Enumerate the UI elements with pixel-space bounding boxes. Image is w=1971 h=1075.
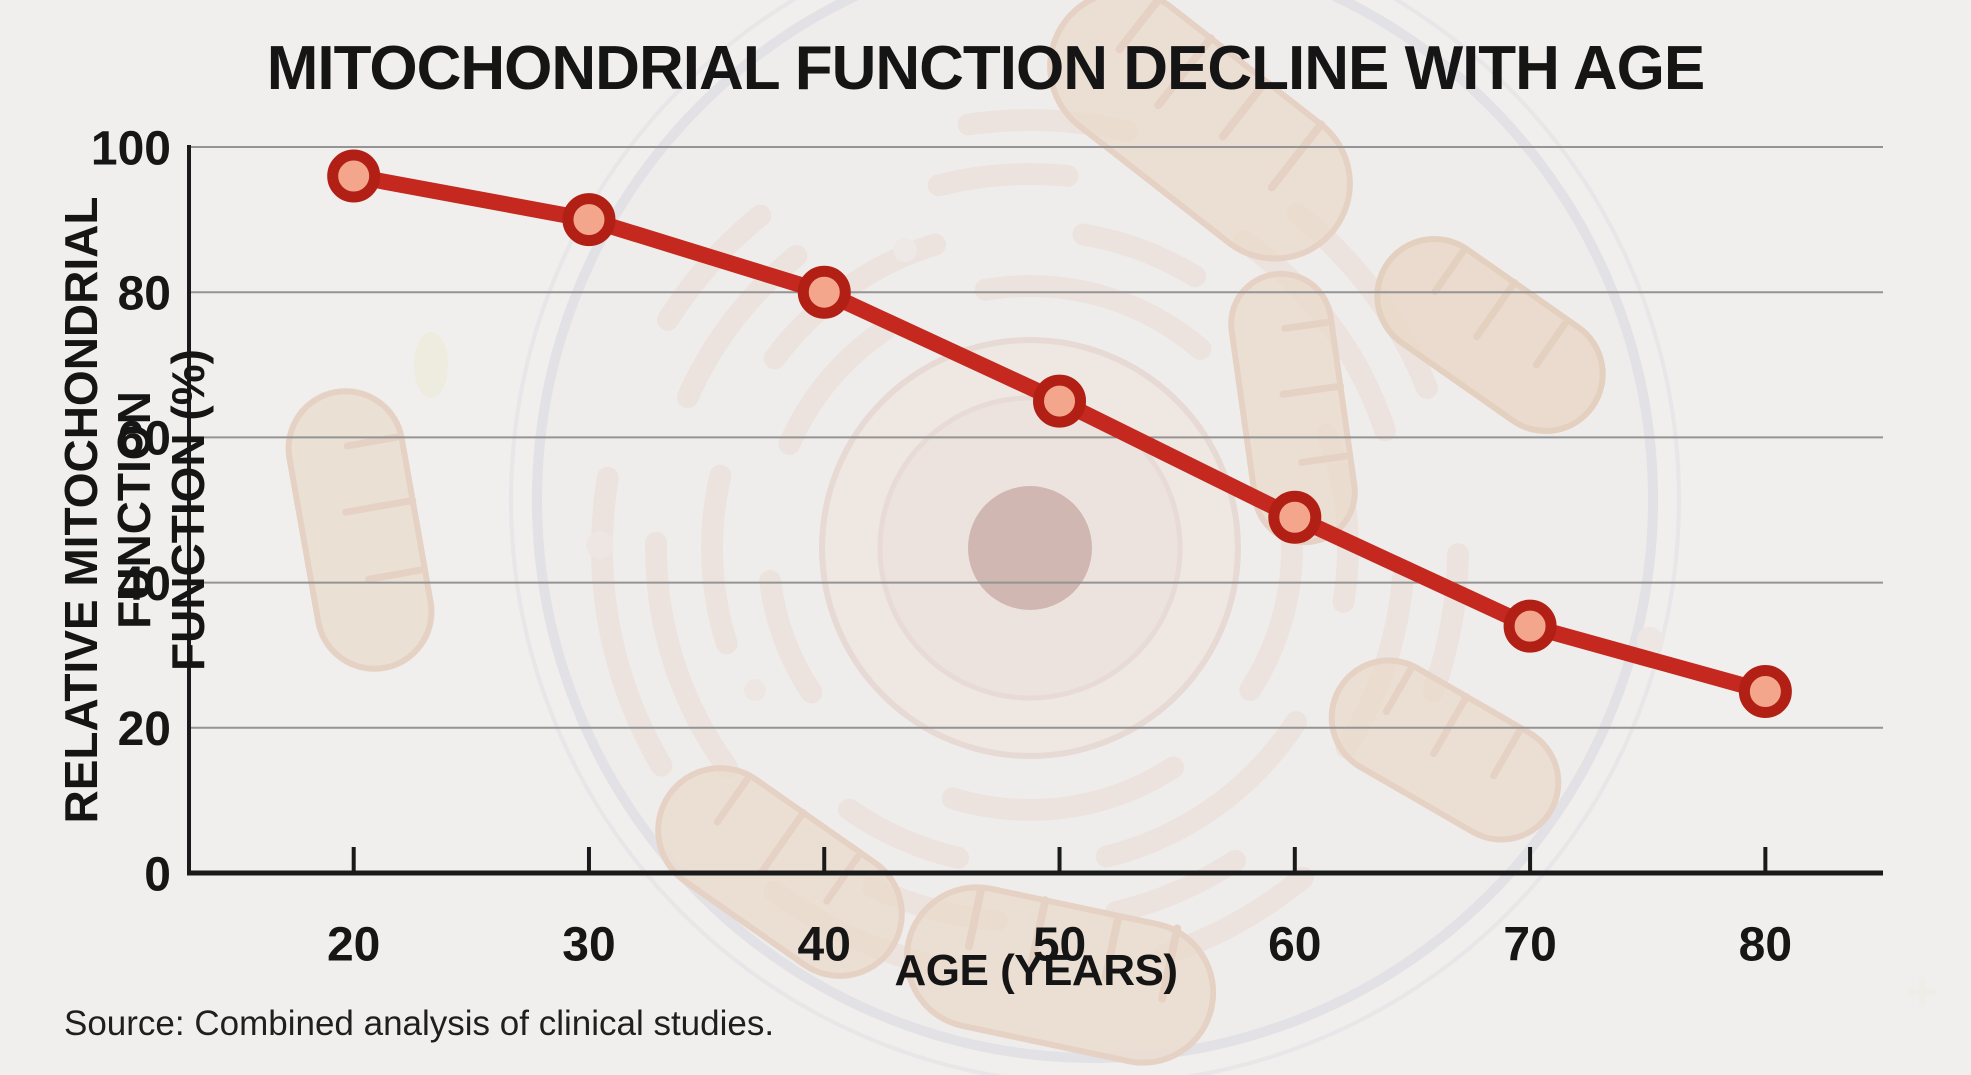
y-tick-label: 40 <box>118 558 171 611</box>
y-axis-title-line2: FUNCTION (%) <box>161 349 214 671</box>
mitochondria-icons <box>285 0 1606 1066</box>
cell-cytoplasm <box>537 0 1653 1058</box>
nucleus-inner-ring <box>877 395 1183 701</box>
y-axis-title-line1: RELATIVE MITOCHONDRIAL FUNCTION <box>55 196 161 824</box>
y-tick-label: 80 <box>118 267 171 320</box>
endoplasmic-reticulum-icon <box>591 109 1469 987</box>
y-axis-title: RELATIVE MITOCHONDRIAL FUNCTION FUNCTION… <box>55 80 214 940</box>
y-tick-label: 20 <box>118 703 171 756</box>
data-point-marker <box>327 149 381 203</box>
vesicle-icon <box>893 238 917 262</box>
x-tick-label: 80 <box>1739 918 1792 971</box>
x-tick-label: 60 <box>1268 918 1321 971</box>
x-tick-label: 20 <box>327 918 380 971</box>
data-point-marker <box>562 193 616 247</box>
y-tick-label: 100 <box>91 122 171 175</box>
data-point-marker <box>797 265 851 319</box>
vesicle-icon <box>586 531 614 559</box>
y-tick-label: 60 <box>118 413 171 466</box>
chart-title: MITOCHONDRIAL FUNCTION DECLINE WITH AGE <box>266 34 1705 103</box>
y-tick-label: 0 <box>144 848 171 901</box>
nucleolus-icon <box>968 486 1092 610</box>
x-tick-label: 70 <box>1503 918 1556 971</box>
x-tick-label: 40 <box>798 918 851 971</box>
cell-membrane-icon <box>532 0 1658 1063</box>
vesicle-icon <box>1637 627 1663 653</box>
data-point-marker <box>1268 490 1322 544</box>
data-point-marker <box>1033 374 1087 428</box>
lysosome-icon <box>414 332 448 398</box>
vesicle-icon <box>744 679 766 701</box>
sparkle-icon <box>1907 977 1937 1007</box>
x-axis-title: AGE (YEARS) <box>894 946 1178 995</box>
cell-membrane-outer-icon <box>509 0 1681 1075</box>
x-tick-label: 50 <box>1033 918 1086 971</box>
x-tick-label: 30 <box>562 918 615 971</box>
data-point-marker <box>1503 599 1557 653</box>
source-note: Source: Combined analysis of clinical st… <box>64 1004 775 1043</box>
data-point-marker <box>1738 665 1792 718</box>
